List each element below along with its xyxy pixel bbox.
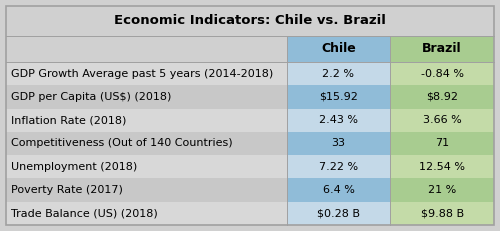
Text: Brazil: Brazil (422, 43, 462, 55)
Bar (390, 109, 494, 132)
Bar (390, 202, 494, 225)
Text: $8.92: $8.92 (426, 92, 458, 102)
Bar (390, 85, 494, 109)
Text: Competitiveness (Out of 140 Countries): Competitiveness (Out of 140 Countries) (11, 139, 232, 149)
Text: 71: 71 (435, 139, 449, 149)
Bar (6, 132, 286, 155)
Bar (6, 36, 286, 62)
Text: $0.28 B: $0.28 B (317, 208, 360, 218)
Text: GDP per Capita (US$) (2018): GDP per Capita (US$) (2018) (11, 92, 172, 102)
Text: Chile: Chile (321, 43, 356, 55)
Text: 12.54 %: 12.54 % (419, 162, 465, 172)
Text: -0.84 %: -0.84 % (420, 69, 464, 79)
Bar (286, 155, 391, 178)
Text: Poverty Rate (2017): Poverty Rate (2017) (11, 185, 123, 195)
Text: 33: 33 (332, 139, 345, 149)
Text: Inflation Rate (2018): Inflation Rate (2018) (11, 115, 126, 125)
Bar (390, 36, 494, 62)
Bar (286, 85, 391, 109)
Text: 6.4 %: 6.4 % (322, 185, 354, 195)
Bar (6, 109, 286, 132)
Bar (286, 62, 391, 85)
Bar (6, 155, 286, 178)
Bar (286, 132, 391, 155)
Text: $9.88 B: $9.88 B (420, 208, 464, 218)
Bar (6, 6, 494, 36)
Bar (286, 202, 391, 225)
Text: GDP Growth Average past 5 years (2014-2018): GDP Growth Average past 5 years (2014-20… (11, 69, 273, 79)
Text: 2.2 %: 2.2 % (322, 69, 354, 79)
Text: Unemployment (2018): Unemployment (2018) (11, 162, 137, 172)
Text: Economic Indicators: Chile vs. Brazil: Economic Indicators: Chile vs. Brazil (114, 15, 386, 27)
Text: 7.22 %: 7.22 % (319, 162, 358, 172)
Bar (390, 132, 494, 155)
Bar (286, 178, 391, 202)
Bar (6, 202, 286, 225)
Bar (390, 178, 494, 202)
Text: $15.92: $15.92 (319, 92, 358, 102)
Text: 3.66 %: 3.66 % (423, 115, 462, 125)
Bar (6, 85, 286, 109)
Bar (6, 178, 286, 202)
Bar (286, 109, 391, 132)
Text: 2.43 %: 2.43 % (319, 115, 358, 125)
Text: 21 %: 21 % (428, 185, 456, 195)
Bar (390, 62, 494, 85)
Text: Trade Balance (US) (2018): Trade Balance (US) (2018) (11, 208, 158, 218)
Bar (286, 36, 391, 62)
Bar (6, 62, 286, 85)
Bar (390, 155, 494, 178)
